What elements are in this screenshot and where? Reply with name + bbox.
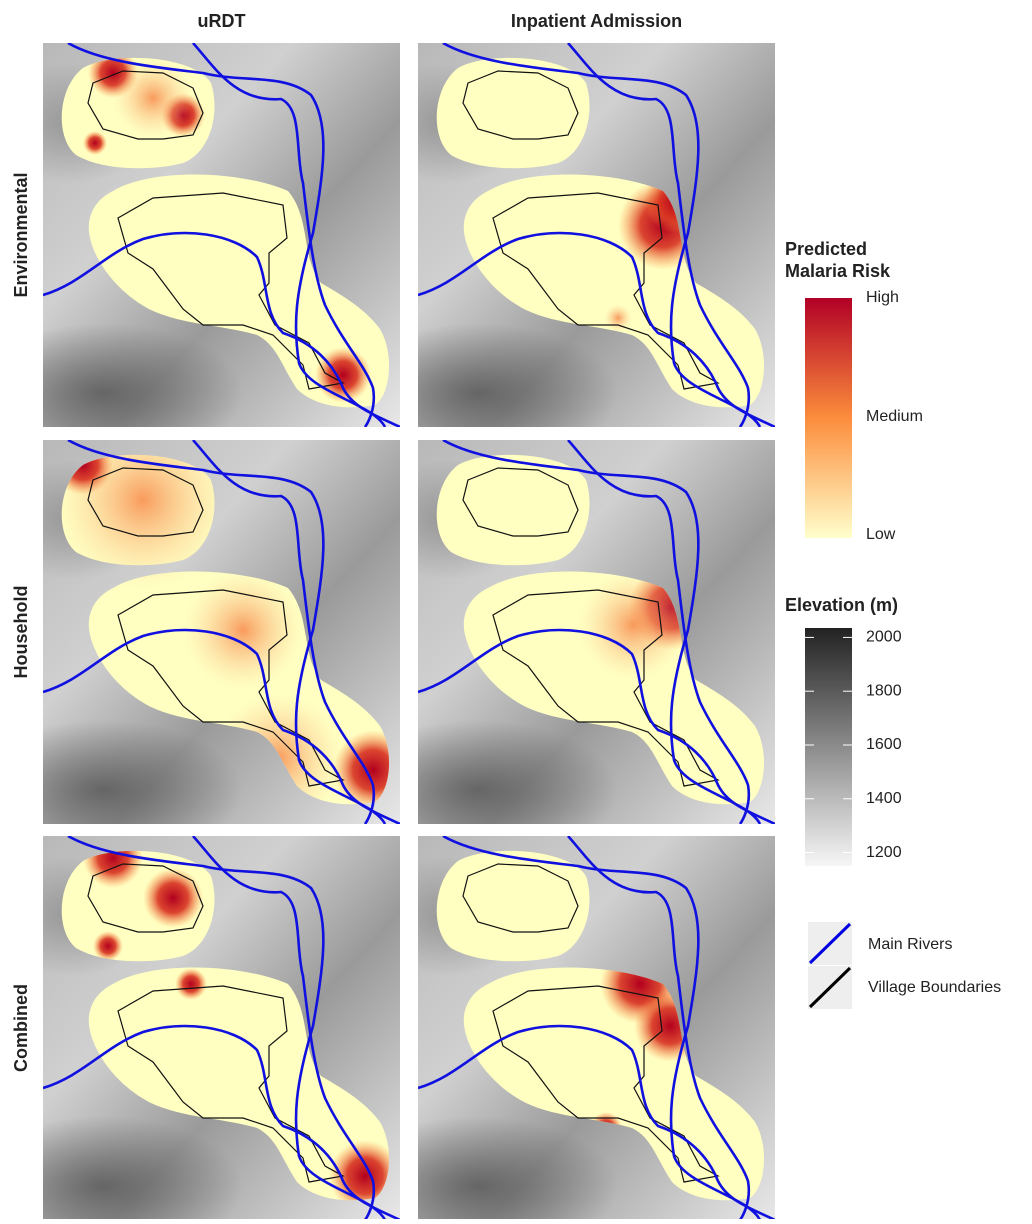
row-title: Household (11, 586, 31, 679)
column-title: uRDT (198, 11, 246, 31)
risk-label: High (866, 289, 899, 306)
map-panel (338, 836, 775, 1219)
map-panel (0, 43, 400, 463)
map-panel (338, 440, 775, 860)
elevation-tick-label: 1600 (866, 736, 902, 753)
map-panel (0, 410, 413, 860)
risk-hotspot (143, 868, 203, 928)
risk-buffer (437, 58, 590, 168)
risk-hotspot (175, 968, 207, 1000)
risk-legend-title: Predicted (785, 239, 867, 259)
risk-colorbar (805, 298, 852, 538)
elevation-tick-label: 1400 (866, 790, 902, 807)
risk-hotspot (315, 347, 371, 403)
elevation-legend-title: Elevation (m) (785, 595, 898, 615)
risk-label: Low (866, 526, 896, 543)
elevation-tick-label: 1800 (866, 682, 902, 699)
legend-label: Main Rivers (868, 936, 952, 953)
map-panel (0, 828, 401, 1219)
risk-label: Medium (866, 408, 923, 425)
elevation-tick-label: 1200 (866, 844, 902, 861)
risk-buffer (437, 851, 590, 961)
risk-hotspot (93, 931, 123, 961)
figure: Predicted Malaria Risk High Medium Low E… (0, 0, 1032, 1219)
risk-legend-title: Malaria Risk (785, 261, 891, 281)
row-title: Environmental (11, 172, 31, 297)
legend-label: Village Boundaries (868, 979, 1001, 996)
risk-hotspot (83, 131, 107, 155)
elevation-colorbar (805, 628, 852, 866)
row-title: Combined (11, 984, 31, 1072)
elevation-tick-label: 2000 (866, 629, 902, 646)
map-panel (338, 43, 775, 463)
risk-buffer (437, 455, 590, 565)
column-title: Inpatient Admission (511, 11, 682, 31)
